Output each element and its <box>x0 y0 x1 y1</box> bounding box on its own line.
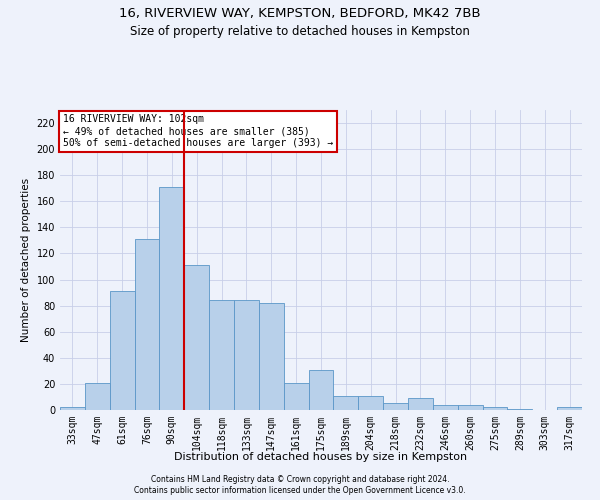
Y-axis label: Number of detached properties: Number of detached properties <box>21 178 31 342</box>
Bar <box>433 405 458 410</box>
Bar <box>134 239 160 410</box>
Bar <box>557 408 582 410</box>
Bar <box>482 408 508 410</box>
Bar <box>458 405 482 410</box>
Bar <box>383 404 408 410</box>
Bar <box>110 292 134 410</box>
Text: Contains HM Land Registry data © Crown copyright and database right 2024.: Contains HM Land Registry data © Crown c… <box>151 475 449 484</box>
Bar <box>184 265 209 410</box>
Bar <box>60 408 85 410</box>
Text: 16, RIVERVIEW WAY, KEMPSTON, BEDFORD, MK42 7BB: 16, RIVERVIEW WAY, KEMPSTON, BEDFORD, MK… <box>119 8 481 20</box>
Bar <box>358 396 383 410</box>
Bar <box>160 187 184 410</box>
Bar <box>209 300 234 410</box>
Bar <box>508 408 532 410</box>
Bar <box>308 370 334 410</box>
Bar <box>284 382 308 410</box>
Text: 16 RIVERVIEW WAY: 102sqm
← 49% of detached houses are smaller (385)
50% of semi-: 16 RIVERVIEW WAY: 102sqm ← 49% of detach… <box>62 114 333 148</box>
Bar <box>234 300 259 410</box>
Bar <box>334 396 358 410</box>
Bar <box>408 398 433 410</box>
Bar <box>85 382 110 410</box>
Bar <box>259 303 284 410</box>
Text: Size of property relative to detached houses in Kempston: Size of property relative to detached ho… <box>130 25 470 38</box>
Text: Distribution of detached houses by size in Kempston: Distribution of detached houses by size … <box>175 452 467 462</box>
Text: Contains public sector information licensed under the Open Government Licence v3: Contains public sector information licen… <box>134 486 466 495</box>
